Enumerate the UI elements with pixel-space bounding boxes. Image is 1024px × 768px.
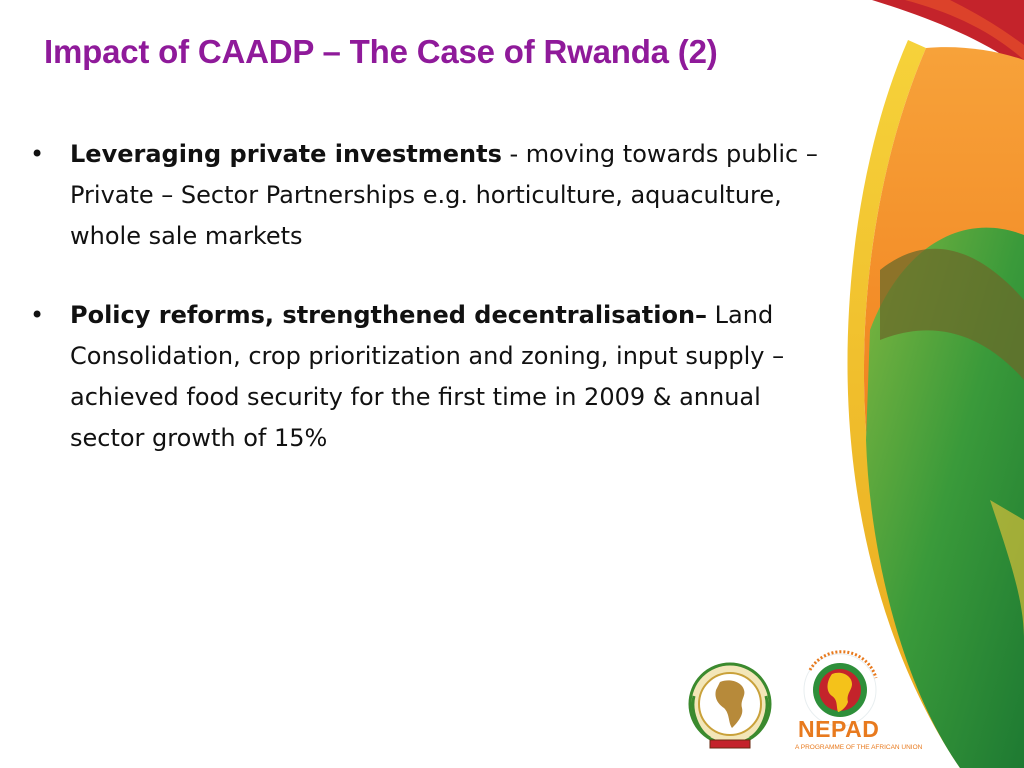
list-item: • Leveraging private investments - movin… bbox=[30, 134, 830, 257]
bullet-lead-text: Policy reforms, strengthened decentralis… bbox=[70, 301, 708, 329]
nepad-logo-icon bbox=[803, 650, 878, 727]
bullet-body-text: - moving towards public – Private – Sect… bbox=[70, 140, 818, 250]
bullet-lead-text: Leveraging private investments bbox=[70, 140, 502, 168]
bullet-list: • Leveraging private investments - movin… bbox=[30, 134, 830, 497]
list-item: • Policy reforms, strengthened decentral… bbox=[30, 295, 830, 459]
slide-title: Impact of CAADP – The Case of Rwanda (2) bbox=[44, 33, 718, 70]
nepad-subtitle: A PROGRAMME OF THE AFRICAN UNION bbox=[795, 744, 923, 751]
bullet-body-text: Land Consolidation, crop prioritization … bbox=[70, 301, 785, 452]
bullet-icon: • bbox=[30, 301, 45, 329]
african-union-emblem-icon bbox=[688, 662, 772, 749]
nepad-name: NEPAD bbox=[798, 716, 880, 742]
bullet-icon: • bbox=[30, 140, 45, 168]
